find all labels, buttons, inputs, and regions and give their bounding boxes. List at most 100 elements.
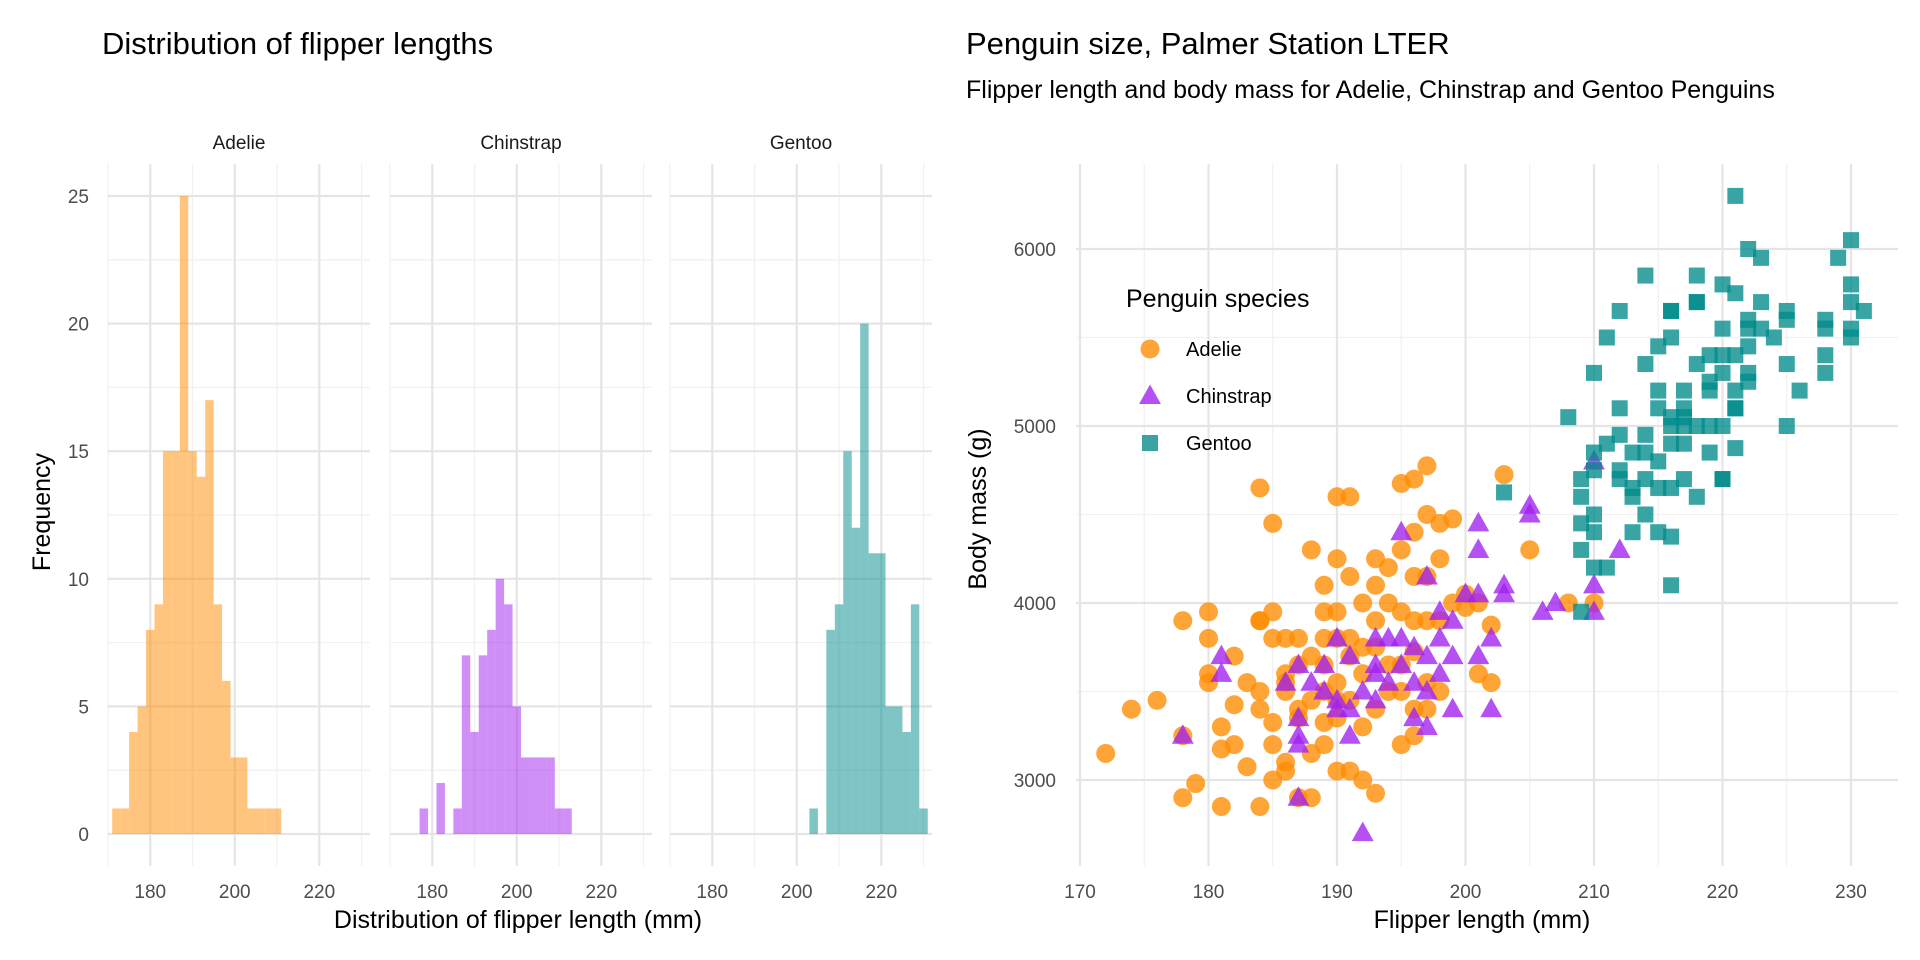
- point-gentoo: [1637, 506, 1654, 523]
- point-gentoo: [1637, 471, 1654, 488]
- point-adelie: [1121, 699, 1141, 719]
- point-gentoo: [1611, 302, 1628, 319]
- point-gentoo: [1586, 524, 1602, 541]
- y-tick-label: 10: [68, 570, 89, 591]
- legend-key-chinstrap: [1139, 384, 1161, 405]
- point-chinstrap: [1338, 644, 1361, 665]
- histogram-bar-adelie: [230, 757, 239, 834]
- legend-title: Penguin species: [1126, 285, 1309, 313]
- point-chinstrap: [1493, 582, 1515, 603]
- scatter-grid: [1076, 164, 1898, 866]
- point-chinstrap: [1441, 697, 1464, 718]
- point-adelie: [1366, 783, 1386, 803]
- point-chinstrap: [1351, 821, 1374, 842]
- point-adelie: [1263, 513, 1283, 533]
- point-chinstrap: [1390, 520, 1413, 541]
- x-tick-label: 190: [1321, 882, 1353, 903]
- point-gentoo: [1688, 488, 1705, 505]
- point-chinstrap: [1467, 511, 1490, 532]
- point-gentoo: [1701, 444, 1718, 461]
- point-gentoo: [1586, 462, 1602, 479]
- point-chinstrap: [1390, 653, 1413, 673]
- point-gentoo: [1598, 329, 1615, 346]
- point-gentoo: [1727, 347, 1744, 364]
- point-chinstrap: [1377, 626, 1400, 647]
- point-gentoo: [1650, 400, 1667, 417]
- histogram-bar-adelie: [162, 451, 172, 834]
- point-chinstrap: [1583, 573, 1605, 594]
- histogram-y-axis-title: Frequency: [28, 452, 56, 571]
- point-gentoo: [1727, 440, 1744, 457]
- y-tick-label: 6000: [1014, 240, 1056, 261]
- point-adelie: [1417, 456, 1437, 476]
- point-gentoo: [1843, 276, 1859, 293]
- point-gentoo: [1843, 232, 1859, 249]
- histogram-bar-adelie: [171, 451, 180, 834]
- point-chinstrap: [1274, 671, 1297, 691]
- point-gentoo: [1637, 356, 1654, 373]
- point-chinstrap: [1467, 644, 1490, 665]
- point-gentoo: [1598, 559, 1615, 576]
- point-gentoo: [1611, 400, 1628, 417]
- point-gentoo: [1624, 524, 1641, 541]
- scatter-x-ticks: 170 180 190 200 210 220 230: [1064, 882, 1867, 903]
- point-adelie: [1199, 628, 1218, 648]
- facet-label-adelie: Adelie: [213, 133, 266, 154]
- point-chinstrap: [1416, 644, 1438, 665]
- point-gentoo: [1675, 471, 1692, 488]
- point-chinstrap: [1441, 609, 1464, 629]
- histogram-bar-adelie: [264, 808, 273, 834]
- legend-key-adelie: [1140, 339, 1160, 359]
- point-adelie: [1276, 761, 1296, 781]
- point-gentoo: [1586, 506, 1602, 523]
- point-gentoo: [1740, 241, 1757, 257]
- point-gentoo: [1650, 524, 1667, 541]
- point-chinstrap: [1416, 715, 1438, 735]
- point-adelie: [1314, 735, 1334, 755]
- histogram-bar-chinstrap: [461, 655, 471, 834]
- histogram-bar-gentoo: [843, 451, 852, 834]
- histogram-bar-adelie: [112, 808, 121, 834]
- histogram-bar-adelie: [154, 604, 163, 834]
- histogram-bar-gentoo: [834, 604, 844, 834]
- point-chinstrap: [1313, 653, 1336, 673]
- point-gentoo: [1663, 577, 1680, 594]
- point-gentoo: [1753, 249, 1770, 266]
- point-adelie: [1481, 615, 1501, 635]
- point-gentoo: [1663, 329, 1680, 346]
- point-adelie: [1250, 478, 1270, 498]
- point-gentoo: [1650, 453, 1667, 470]
- scatter-points: [1096, 187, 1872, 842]
- point-gentoo: [1573, 515, 1590, 532]
- point-adelie: [1263, 735, 1283, 755]
- point-adelie: [1250, 682, 1270, 701]
- point-chinstrap: [1544, 591, 1567, 612]
- point-chinstrap: [1441, 644, 1464, 665]
- x-tick-label: 180: [1193, 882, 1225, 903]
- point-gentoo: [1688, 294, 1705, 311]
- scatter-y-axis-title: Body mass (g): [964, 428, 992, 589]
- y-tick-label: 20: [68, 315, 89, 336]
- point-gentoo: [1688, 267, 1705, 284]
- histogram-bar-gentoo: [902, 731, 911, 834]
- point-adelie: [1417, 699, 1437, 719]
- point-adelie: [1301, 540, 1321, 560]
- point-gentoo: [1727, 285, 1744, 302]
- x-tick-label: 170: [1064, 882, 1096, 903]
- point-adelie: [1327, 602, 1347, 622]
- point-gentoo: [1778, 311, 1795, 328]
- point-chinstrap: [1364, 653, 1387, 673]
- histogram-bar-adelie: [222, 680, 231, 834]
- point-gentoo: [1714, 320, 1731, 337]
- histogram-bar-chinstrap: [453, 808, 462, 834]
- x-tick-label: 230: [1835, 882, 1867, 903]
- point-adelie: [1147, 690, 1167, 710]
- point-chinstrap: [1480, 626, 1503, 647]
- x-tick-label: 220: [303, 882, 335, 903]
- point-adelie: [1250, 797, 1270, 817]
- point-gentoo: [1740, 311, 1757, 328]
- point-adelie: [1378, 558, 1398, 578]
- point-chinstrap: [1428, 626, 1451, 647]
- histogram-x-ticks: 180 200 220 180 200 220 180 200 220: [134, 882, 897, 903]
